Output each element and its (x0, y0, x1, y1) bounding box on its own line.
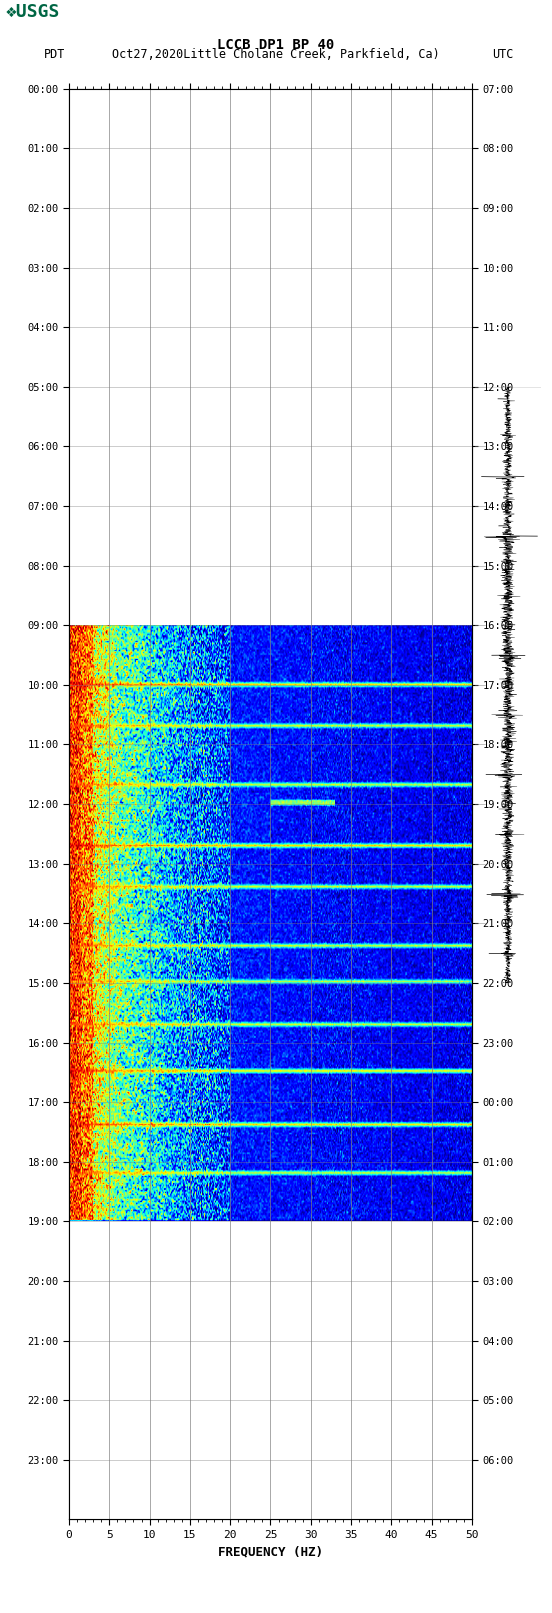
Text: Oct27,2020Little Cholane Creek, Parkfield, Ca): Oct27,2020Little Cholane Creek, Parkfiel… (112, 47, 440, 61)
Bar (69, 1221, 472, 1519)
Text: PDT: PDT (44, 47, 66, 61)
Text: ❖USGS: ❖USGS (6, 3, 60, 21)
Text: UTC: UTC (492, 47, 513, 61)
Text: LCCB DP1 BP 40: LCCB DP1 BP 40 (217, 37, 335, 52)
X-axis label: FREQUENCY (HZ): FREQUENCY (HZ) (218, 1545, 323, 1558)
Bar (69, 89, 472, 626)
